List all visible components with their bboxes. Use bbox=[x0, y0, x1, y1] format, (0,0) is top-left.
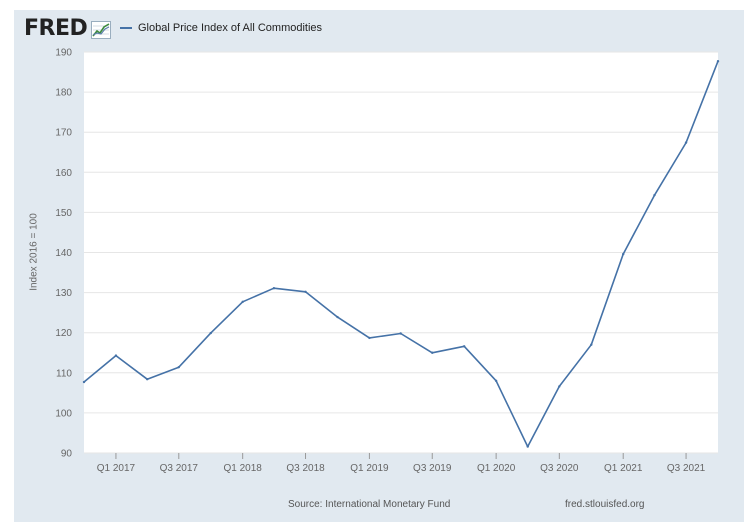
data-point[interactable] bbox=[368, 336, 371, 340]
series-points bbox=[82, 60, 720, 448]
y-tick-label: 110 bbox=[56, 368, 72, 379]
data-point[interactable] bbox=[272, 286, 276, 290]
x-tick-label: Q1 2019 bbox=[350, 463, 389, 474]
chart-legend: Global Price Index of All Commodities bbox=[120, 22, 322, 34]
data-point[interactable] bbox=[399, 332, 402, 335]
data-point[interactable] bbox=[494, 379, 498, 383]
data-point[interactable] bbox=[622, 252, 625, 256]
y-axis-ticks: 90 100 110 120 130 140 150 160 170 180 190 bbox=[55, 48, 72, 460]
site-link[interactable]: fred.stlouisfed.org bbox=[565, 499, 645, 510]
x-tick-label: Q3 2020 bbox=[540, 463, 579, 474]
y-tick-label: 120 bbox=[55, 328, 72, 339]
data-point[interactable] bbox=[462, 345, 466, 348]
data-point[interactable] bbox=[431, 351, 434, 354]
y-tick-label: 180 bbox=[55, 88, 72, 99]
y-tick-label: 160 bbox=[55, 168, 72, 179]
data-point[interactable] bbox=[684, 141, 688, 144]
source-note: Source: International Monetary Fund bbox=[288, 499, 451, 510]
y-tick-label: 140 bbox=[55, 248, 72, 259]
line-chart-icon bbox=[91, 21, 111, 39]
x-tick-label: Q1 2018 bbox=[223, 463, 262, 474]
x-tick-label: Q3 2019 bbox=[413, 463, 452, 474]
y-tick-label: 190 bbox=[55, 48, 72, 59]
data-point[interactable] bbox=[653, 193, 656, 197]
data-point[interactable] bbox=[82, 380, 86, 384]
x-axis-ticks: Q1 2017 Q3 2017 Q1 2018 Q3 2018 Q1 2019 Q3 20… bbox=[97, 453, 706, 474]
x-tick-label: Q3 2018 bbox=[286, 463, 325, 474]
data-point[interactable] bbox=[145, 378, 149, 381]
x-tick-label: Q3 2017 bbox=[160, 463, 199, 474]
data-point[interactable] bbox=[526, 445, 529, 448]
legend-swatch bbox=[120, 27, 132, 29]
x-tick-label: Q1 2020 bbox=[477, 463, 516, 474]
data-point[interactable] bbox=[241, 300, 244, 304]
data-point[interactable] bbox=[590, 343, 593, 346]
x-tick-label: Q1 2017 bbox=[97, 463, 136, 474]
data-point[interactable] bbox=[716, 60, 720, 63]
data-point[interactable] bbox=[177, 365, 180, 369]
data-point[interactable] bbox=[558, 385, 561, 388]
data-point[interactable] bbox=[336, 315, 339, 319]
y-tick-label: 150 bbox=[55, 208, 72, 219]
data-point[interactable] bbox=[209, 331, 212, 335]
y-tick-label: 90 bbox=[61, 449, 73, 460]
y-tick-label: 170 bbox=[55, 128, 72, 139]
data-point[interactable] bbox=[304, 290, 307, 293]
legend-label: Global Price Index of All Commodities bbox=[138, 22, 323, 34]
gridlines bbox=[84, 51, 718, 454]
x-tick-label: Q3 2021 bbox=[667, 463, 706, 474]
x-tick-label: Q1 2021 bbox=[604, 463, 643, 474]
data-point[interactable] bbox=[114, 354, 118, 357]
fred-logo[interactable]: FRED bbox=[24, 16, 88, 41]
y-tick-label: 100 bbox=[55, 408, 72, 419]
y-tick-label: 130 bbox=[55, 288, 72, 299]
